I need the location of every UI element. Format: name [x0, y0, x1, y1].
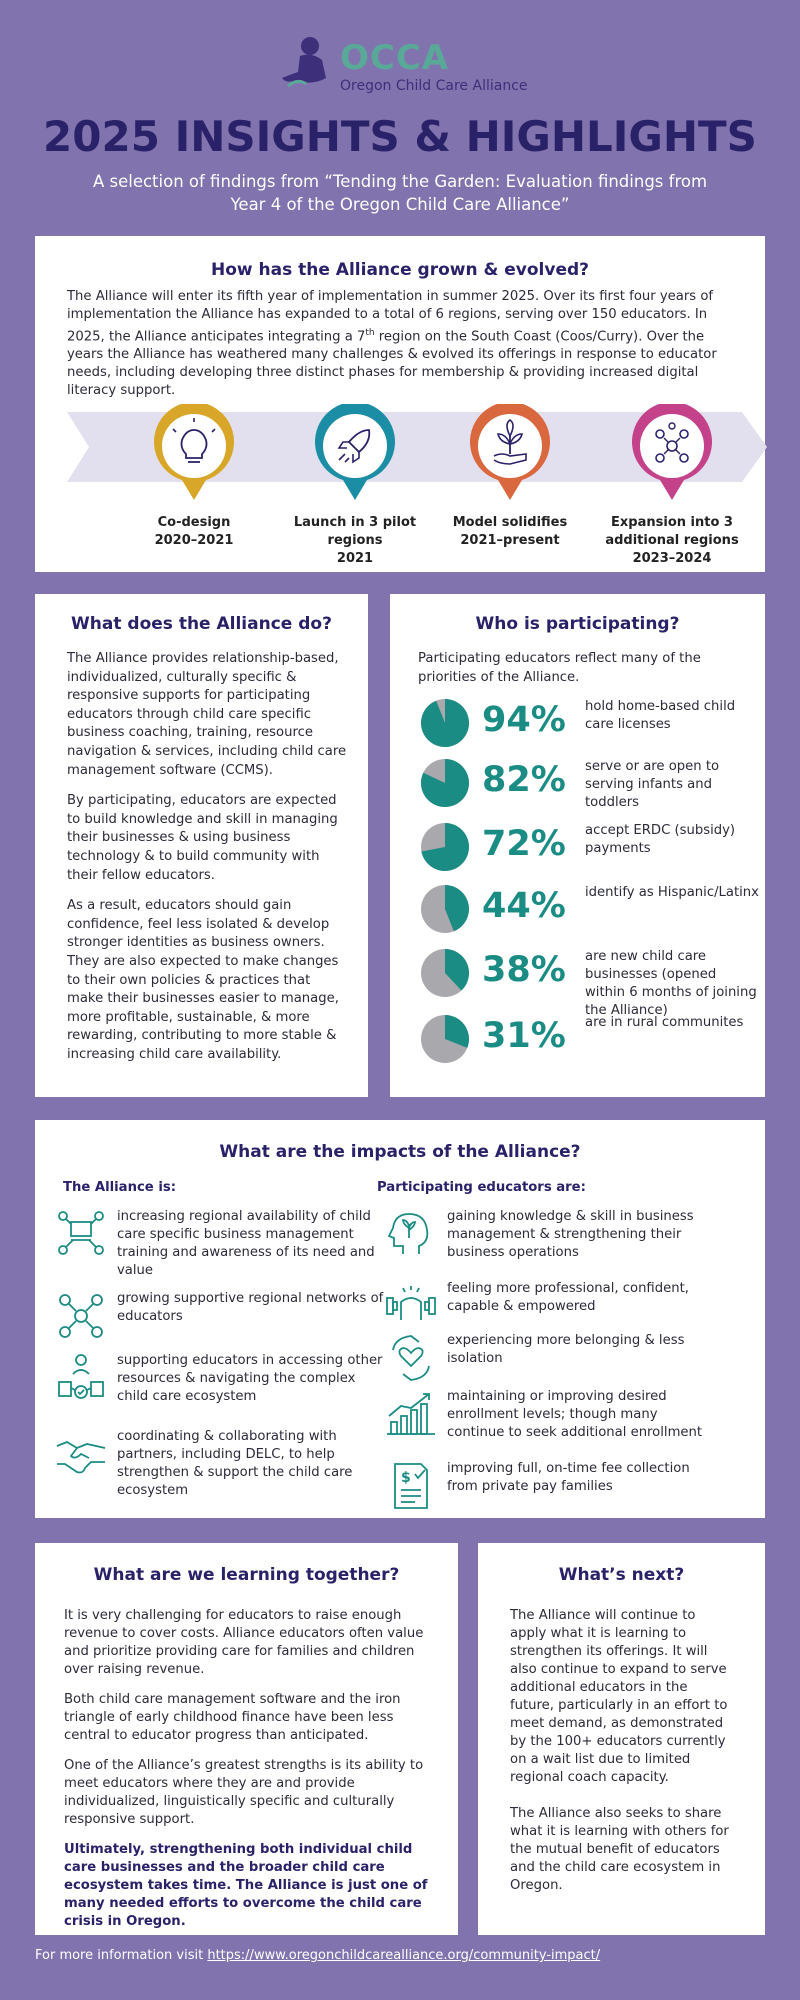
footer-text: For more information visit [35, 1948, 208, 1963]
timeline: Co-design 2020–2021 Launch in 3 pilot regi… [35, 404, 765, 566]
stat-description: accept ERDC (subsidy) payments [585, 823, 736, 856]
navigation-icon [58, 1354, 104, 1399]
what-does-card: What does the Alliance do? The Alliance … [35, 594, 368, 1097]
learning-card: What are we learning together? It is ver… [35, 1543, 458, 1935]
page-title: 2025 INSIGHTS & HIGHLIGHTS [43, 112, 757, 161]
whats-next-paragraph: The Alliance also seeks to share what it… [510, 1806, 729, 1893]
stat-row: 38% are new child care businesses (opened… [420, 948, 757, 1018]
logo-text: OCCA [340, 38, 450, 78]
stat-percent: 82% [482, 760, 566, 800]
strength-icon [386, 1286, 436, 1320]
stat-percent: 94% [482, 700, 566, 740]
timeline-arrow [67, 412, 767, 482]
what-does-paragraph: As a result, educators should gain confi… [67, 898, 339, 1062]
stat-description: hold home-based child care licenses [585, 699, 736, 732]
stat-percent: 72% [482, 824, 566, 864]
stat-row: 31% are in rural communites [420, 1014, 750, 1070]
logo: OCCA Oregon Child Care Alliance [282, 34, 542, 100]
child-silhouette-icon [282, 37, 326, 88]
heart-hands-icon [392, 1335, 430, 1381]
people-network-icon [59, 1294, 103, 1338]
stat-pie-chart [421, 949, 470, 997]
head-growth-icon [387, 1213, 429, 1254]
impacts-left-heading: The Alliance is: [63, 1180, 176, 1195]
plant-icon [468, 404, 552, 504]
who-card: Who is participating? Participating educ… [390, 594, 765, 1097]
stat-percent: 44% [482, 886, 566, 926]
stat-description: serve or are open to serving infants and… [585, 759, 720, 810]
grown-intro: The Alliance will enter its fifth year o… [67, 289, 717, 399]
whats-next-card: What’s next? The Alliance will continue … [478, 1543, 765, 1935]
learning-conclusion: Ultimately, strengthening both individua… [64, 1842, 428, 1929]
pie-slice-value [421, 823, 470, 871]
invoice-icon: $ [394, 1463, 428, 1509]
what-does-paragraph: The Alliance provides relationship-based… [67, 651, 347, 778]
learning-paragraph: Both child care management software and … [64, 1692, 401, 1743]
pie-slice-value [421, 699, 470, 747]
pie-slice-value [445, 885, 469, 932]
stat-row: 82% serve or are open to serving infants … [420, 758, 750, 814]
rocket-icon [313, 404, 397, 504]
page-subtitle: A selection of findings from “Tending th… [92, 172, 708, 214]
milestone-codesign: Co-design 2020–2021 [119, 404, 269, 550]
stat-pie-chart [421, 885, 469, 933]
stat-percent: 38% [482, 950, 566, 990]
network-icon [630, 404, 714, 504]
stat-row: 44% identify as Hispanic/Latinx [420, 884, 759, 940]
logo-subtext: Oregon Child Care Alliance [340, 78, 528, 94]
stat-description: are in rural communites [585, 1015, 744, 1030]
milestone-model: Model solidifies 2021–present [435, 404, 585, 550]
stat-pie-chart [420, 759, 469, 807]
training-network-icon [58, 1211, 104, 1255]
stat-pie-chart [421, 1015, 469, 1063]
stat-pie-chart [421, 699, 470, 747]
stat-percent: 31% [482, 1016, 566, 1056]
footer-link[interactable]: https://www.oregonchildcarealliance.org/… [207, 1948, 601, 1963]
grown-title: How has the Alliance grown & evolved? [210, 260, 590, 280]
footer: For more information visit https://www.o… [35, 1948, 600, 1963]
learning-title: What are we learning together? [93, 1565, 400, 1585]
milestone-launch: Launch in 3 pilot regions 2021 [280, 404, 430, 568]
impacts-card: What are the impacts of the Alliance? Th… [35, 1120, 765, 1518]
pie-slice-value [420, 759, 469, 807]
pie-slice-value [445, 949, 470, 991]
impacts-right-heading: Participating educators are: [377, 1180, 586, 1195]
who-title: Who is participating? [475, 614, 680, 634]
svg-text:$: $ [401, 1470, 411, 1486]
stat-pie-chart [421, 823, 470, 871]
learning-paragraph: It is very challenging for educators to … [64, 1608, 424, 1677]
grown-card: How has the Alliance grown & evolved? Th… [35, 236, 767, 572]
stat-row: 94% hold home-based child care licenses [420, 698, 750, 754]
lightbulb-icon [152, 404, 236, 504]
what-does-paragraph: By participating, educators are expected… [67, 793, 338, 883]
whats-next-paragraph: The Alliance will continue to apply what… [510, 1608, 728, 1785]
stat-description: identify as Hispanic/Latinx [585, 885, 759, 900]
handshake-icon [56, 1440, 106, 1474]
milestone-expansion: Expansion into 3 additional regions 2023–2… [597, 404, 747, 568]
learning-paragraph: One of the Alliance’s greatest strengths… [64, 1758, 424, 1827]
impacts-title: What are the impacts of the Alliance? [219, 1142, 581, 1162]
pie-slice-value [445, 1015, 469, 1048]
stat-row: 72% accept ERDC (subsidy) payments [420, 822, 750, 878]
growth-chart-icon [387, 1393, 435, 1435]
who-intro: Participating educators reflect many of … [418, 651, 701, 685]
stat-description: are new child care businesses (opened wi… [585, 949, 757, 1018]
whats-next-title: What’s next? [558, 1565, 685, 1585]
what-does-title: What does the Alliance do? [71, 614, 332, 634]
